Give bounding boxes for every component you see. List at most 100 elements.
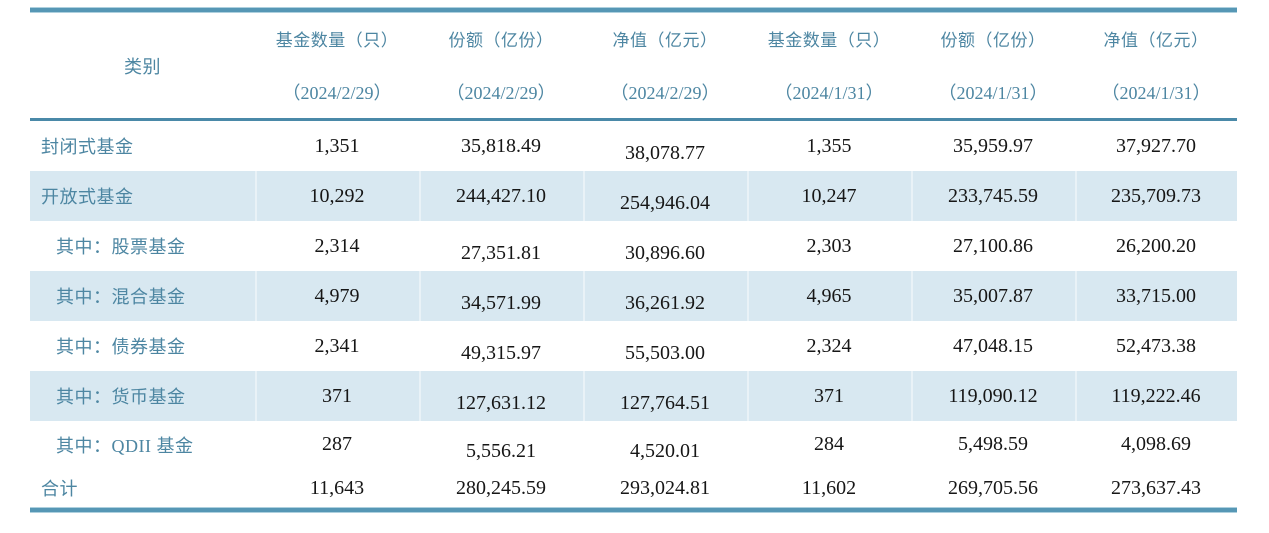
value-text: 36,261.92 [625,291,705,314]
row-label: 其中：混合基金 [56,287,186,307]
value-text: 284 [814,433,844,455]
cell-value: 284 [747,421,911,468]
cell-value: 11,643 [255,468,419,508]
table-bottom-border [30,508,1237,512]
header-cell-category: 类别 [30,12,255,118]
cell-value: 371 [255,371,419,421]
cell-value: 37,927.70 [1075,121,1237,171]
value-text: 371 [814,384,844,407]
header-date: （2024/2/29） [446,83,556,103]
value-text: 2,324 [806,334,852,357]
table-top-border [30,8,1237,12]
value-text: 35,007.87 [953,284,1033,307]
value-text: 4,098.69 [1121,433,1191,455]
cell-value: 10,247 [747,171,911,221]
value-text: 55,503.00 [625,341,705,364]
header-cell-1: 基金数量（只） （2024/2/29） [255,12,419,118]
value-text: 1,351 [314,134,360,157]
cell-value: 49,315.97 [419,321,583,371]
cell-value: 38,078.77 [583,121,747,171]
value-text: 4,979 [314,284,360,307]
cell-value: 52,473.38 [1075,321,1237,371]
cell-value: 10,292 [255,171,419,221]
cell-value: 4,098.69 [1075,421,1237,468]
header-date: （2024/1/31） [1101,83,1211,103]
cell-value: 4,965 [747,271,911,321]
header-cell-4: 基金数量（只） （2024/1/31） [747,12,911,118]
cell-value: 2,303 [747,221,911,271]
value-text: 34,571.99 [461,291,541,314]
value-text: 47,048.15 [953,334,1033,357]
value-text: 11,643 [309,476,365,499]
value-text: 27,351.81 [461,241,541,264]
cell-value: 55,503.00 [583,321,747,371]
cell-value: 35,818.49 [419,121,583,171]
cell-value: 119,222.46 [1075,371,1237,421]
value-text: 10,292 [309,184,365,207]
value-text: 5,498.59 [958,433,1028,455]
value-text: 33,715.00 [1116,284,1196,307]
cell-value: 35,007.87 [911,271,1075,321]
cell-value: 235,709.73 [1075,171,1237,221]
value-text: 127,764.51 [620,391,710,414]
value-text: 254,946.04 [620,191,710,214]
value-text: 26,200.20 [1116,234,1196,257]
value-text: 5,556.21 [466,440,536,462]
value-text: 119,222.46 [1111,384,1201,407]
row-label: 其中：货币基金 [56,387,186,407]
header-date: （2024/2/29） [282,83,392,103]
table-row: 其中：QDII 基金 287 5,556.21 4,520.01 284 5,498.59… [30,421,1237,468]
cell-value: 35,959.97 [911,121,1075,171]
cell-value: 11,602 [747,468,911,508]
cell-value: 26,200.20 [1075,221,1237,271]
table-row: 合计 11,643 280,245.59 293,024.81 11,602 269,70… [30,468,1237,508]
header-date: （2024/1/31） [774,83,884,103]
cell-value: 1,351 [255,121,419,171]
cell-value: 2,314 [255,221,419,271]
value-text: 10,247 [801,184,857,207]
value-text: 127,631.12 [456,391,546,414]
value-text: 273,637.43 [1111,476,1201,499]
value-text: 27,100.86 [953,234,1033,257]
cell-value: 5,556.21 [419,421,583,468]
header-date: （2024/2/29） [610,83,720,103]
row-label: 其中：QDII 基金 [56,435,194,456]
header-label: 净值（亿元） [612,31,718,50]
value-text: 52,473.38 [1116,334,1196,357]
table-row: 其中：股票基金 2,314 27,351.81 30,896.60 2,303 27,10… [30,221,1237,271]
row-label: 开放式基金 [41,187,134,207]
cell-value: 269,705.56 [911,468,1075,508]
cell-value: 244,427.10 [419,171,583,221]
cell-value: 293,024.81 [583,468,747,508]
value-text: 35,818.49 [461,134,541,157]
table-row: 其中：混合基金 4,979 34,571.99 36,261.92 4,965 35,00… [30,271,1237,321]
header-date: （2024/1/31） [938,83,1048,103]
table-body: 封闭式基金 1,351 35,818.49 38,078.77 1,355 35,959.… [30,121,1237,508]
value-text: 11,602 [801,476,857,499]
category-header-label: 类别 [124,56,161,77]
cell-value: 127,631.12 [419,371,583,421]
header-cell-6: 净值（亿元） （2024/1/31） [1075,12,1237,118]
table-row: 开放式基金 10,292 244,427.10 254,946.04 10,247 233… [30,171,1237,221]
value-text: 4,520.01 [630,440,700,462]
value-text: 244,427.10 [456,184,546,207]
value-text: 293,024.81 [620,476,710,499]
cell-value: 4,979 [255,271,419,321]
header-label: 净值（亿元） [1103,31,1209,50]
value-text: 269,705.56 [948,476,1038,499]
value-text: 371 [322,384,352,407]
cell-value: 36,261.92 [583,271,747,321]
value-text: 119,090.12 [948,384,1038,407]
cell-value: 2,341 [255,321,419,371]
value-text: 38,078.77 [625,141,705,164]
value-text: 35,959.97 [953,134,1033,157]
value-text: 235,709.73 [1111,184,1201,207]
cell-value: 47,048.15 [911,321,1075,371]
cell-value: 27,100.86 [911,221,1075,271]
cell-value: 371 [747,371,911,421]
value-text: 280,245.59 [456,476,546,499]
header-cell-3: 净值（亿元） （2024/2/29） [583,12,747,118]
cell-value: 34,571.99 [419,271,583,321]
table-row: 封闭式基金 1,351 35,818.49 38,078.77 1,355 35,959.… [30,121,1237,171]
header-cell-2: 份额（亿份） （2024/2/29） [419,12,583,118]
